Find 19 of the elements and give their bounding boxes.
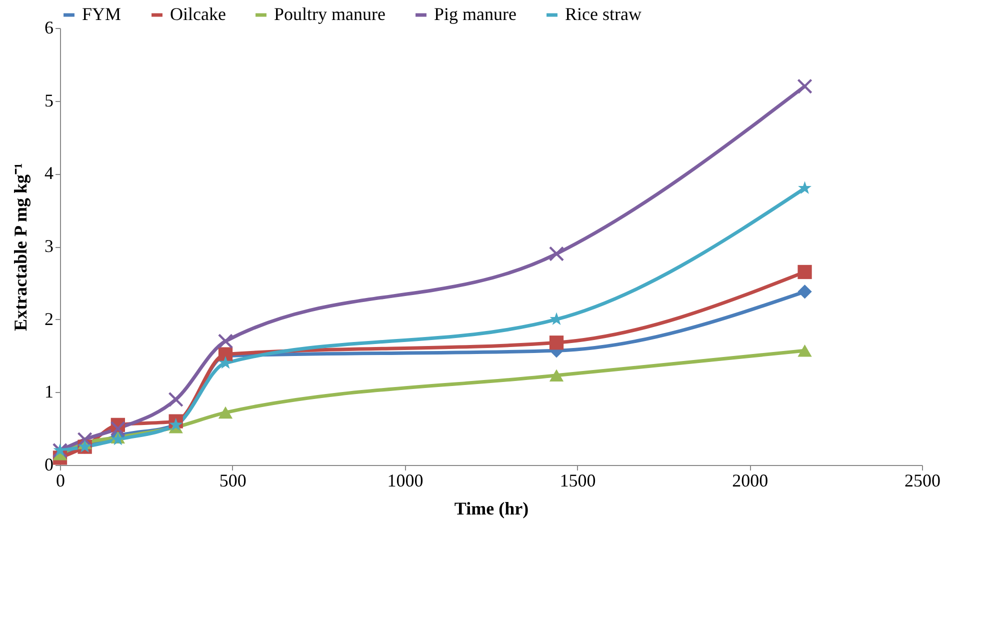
x-tick-label: 2000 [732,470,768,490]
legend-label: Poultry manure [274,4,386,24]
y-tick-label: 6 [44,18,54,38]
x-tick-label: 1000 [387,470,424,490]
y-tick-label: 4 [44,163,54,184]
legend-label: FYM [82,4,122,24]
y-tick-label: 2 [44,308,54,329]
legend-label: Pig manure [434,4,516,24]
y-axis-title: Extractable P mg kg⁻¹ [10,163,30,331]
legend-label: Oilcake [170,4,226,24]
x-axis-title: Time (hr) [454,498,529,518]
legend-label: Rice straw [565,4,642,24]
x-tick-label: 500 [219,470,246,490]
y-tick-label: 5 [44,90,54,110]
y-tick-label: 3 [44,236,54,256]
y-tick-label: 0 [44,454,54,474]
x-tick-label: 2500 [904,470,940,490]
y-tick-label: 1 [44,382,54,402]
x-tick-label: 1500 [560,470,596,490]
